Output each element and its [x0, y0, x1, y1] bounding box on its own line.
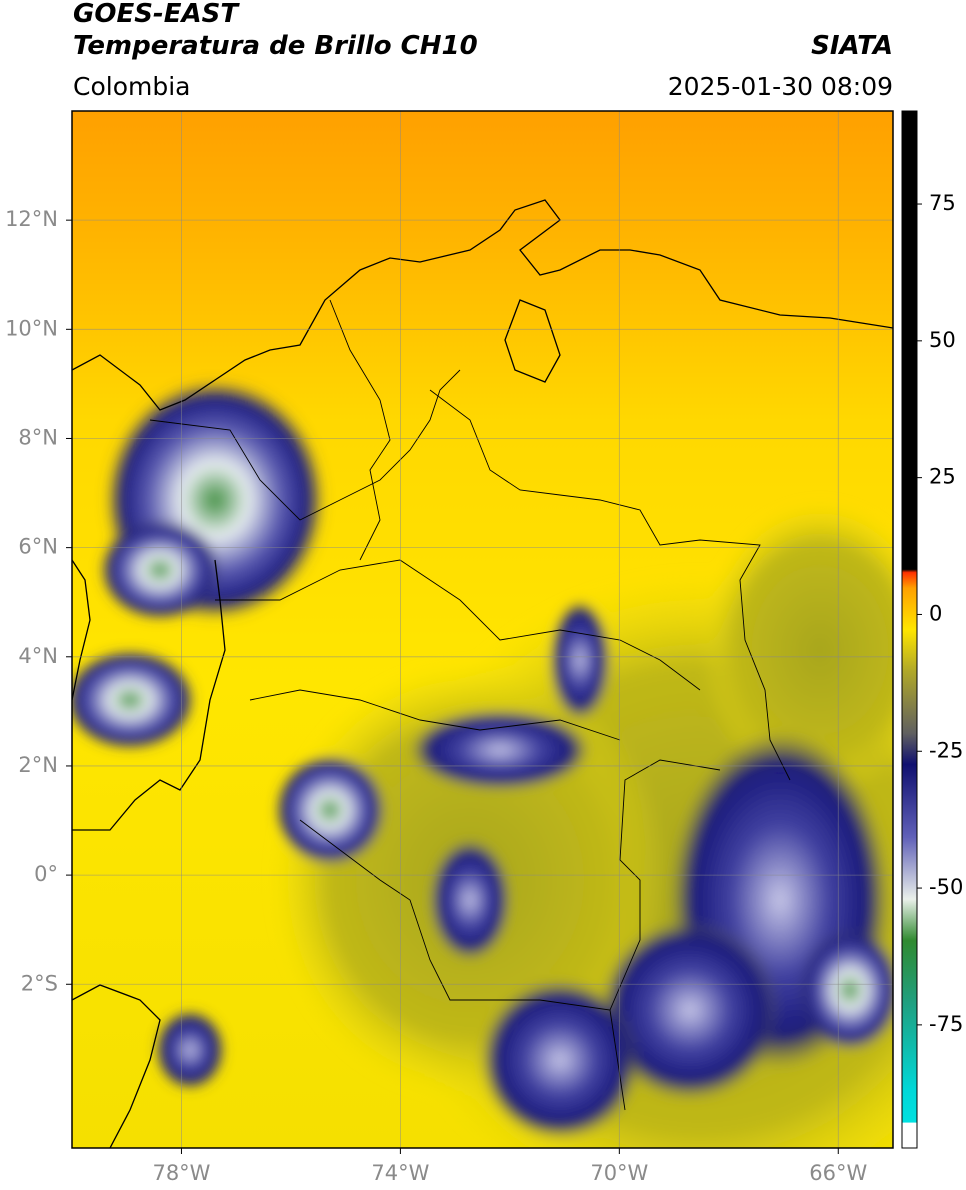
colorbar-tick-label: 0	[929, 601, 942, 625]
colorbar-tick-label: 50	[929, 328, 956, 352]
y-tick-label: 0°	[34, 862, 58, 886]
x-tick-label: 66°W	[809, 1161, 867, 1185]
colorbar-tick-label: -25	[929, 738, 963, 762]
y-tick-label: 12°N	[5, 207, 58, 231]
subtitle: Temperatura de Brillo CH10	[73, 31, 478, 61]
x-tick-label: 74°W	[371, 1161, 429, 1185]
y-tick-label: 6°N	[18, 535, 58, 559]
y-tick-label: 8°N	[18, 425, 58, 449]
satellite-image	[72, 111, 893, 1148]
region: Colombia	[73, 72, 190, 101]
colorbar-tick-label: -75	[929, 1012, 963, 1036]
x-tick-label: 78°W	[152, 1161, 210, 1185]
y-tick-label: 4°N	[18, 644, 58, 668]
y-tick-label: 2°S	[21, 971, 58, 995]
colorbar-tick-label: -50	[929, 875, 963, 899]
source: SIATA	[811, 31, 893, 61]
map-frame	[71, 110, 894, 1149]
colorbar-tick-label: 75	[929, 191, 956, 215]
colorbar	[901, 110, 918, 1149]
x-tick-label: 70°W	[590, 1161, 648, 1185]
datetime: 2025-01-30 08:09	[668, 72, 893, 101]
colorbar-tick-label: 25	[929, 465, 956, 489]
y-tick-label: 2°N	[18, 753, 58, 777]
y-tick-label: 10°N	[5, 316, 58, 340]
title: GOES-EAST	[73, 0, 240, 29]
